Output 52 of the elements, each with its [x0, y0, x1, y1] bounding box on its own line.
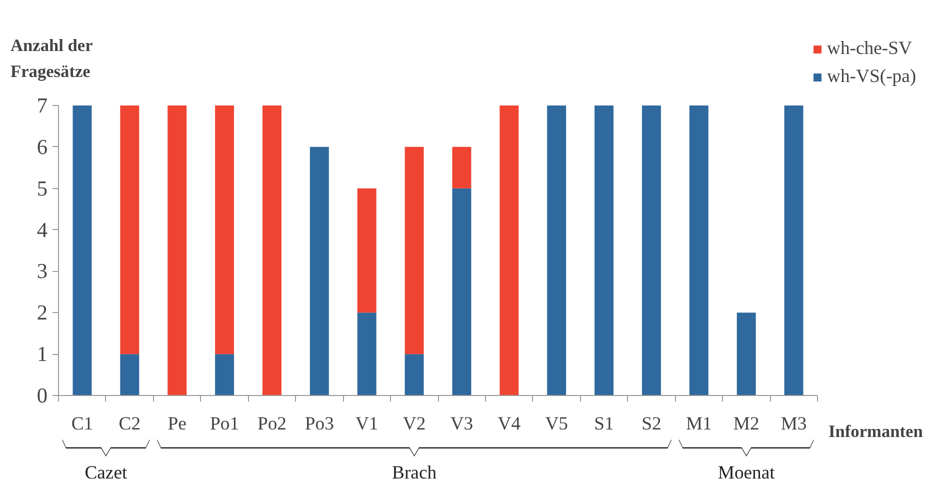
- y-tick-label: 6: [36, 134, 48, 159]
- bar: [357, 312, 376, 396]
- bar: [357, 188, 376, 313]
- bar: [120, 354, 140, 396]
- x-axis-title: Informanten: [828, 422, 924, 441]
- y-tick-label: 5: [36, 176, 48, 200]
- y-tick-label: 3: [36, 259, 48, 284]
- bar: [215, 354, 234, 396]
- x-tick-label: V1: [355, 414, 378, 434]
- bar: [452, 146, 472, 188]
- bar: [215, 106, 234, 354]
- x-tick-label: M2: [733, 414, 760, 434]
- text: Moenat: [718, 462, 776, 482]
- bar: [120, 106, 140, 354]
- bar: [500, 106, 519, 396]
- x-tick-label: M3: [780, 414, 807, 434]
- bar: [262, 106, 282, 396]
- x-tick-label: Pe: [168, 414, 186, 434]
- x-tick-label: V5: [545, 414, 568, 434]
- bar: [168, 106, 187, 396]
- x-tick-label: V3: [450, 414, 474, 434]
- legend-label: wh-che-SV: [827, 38, 912, 60]
- text: Cazet: [84, 462, 128, 482]
- bar: [547, 106, 566, 396]
- y-tick-label: 2: [36, 300, 48, 325]
- x-tick-label: S2: [642, 414, 662, 434]
- bar: [72, 106, 92, 396]
- x-tick-label: Po1: [210, 414, 240, 434]
- x-tick-label: V4: [498, 414, 522, 434]
- x-tick-label: Po3: [304, 414, 334, 434]
- bar: [310, 146, 329, 396]
- bar: [736, 312, 756, 396]
- text: Brach: [392, 462, 438, 482]
- y-tick-label: 0: [36, 384, 48, 408]
- x-tick-label: Po2: [257, 414, 286, 434]
- x-tick-label: M1: [686, 414, 712, 434]
- x-tick-label: C2: [118, 414, 141, 434]
- y-tick-label: 7: [36, 94, 48, 118]
- bar: [594, 106, 614, 396]
- bar: [404, 354, 424, 396]
- y-axis-title: Anzahl der Fragesätze: [10, 36, 94, 81]
- y-tick-label: 4: [36, 218, 48, 242]
- legend-label: wh-VS(-pa): [827, 66, 916, 88]
- x-tick-label: C1: [71, 414, 94, 434]
- bar: [452, 188, 472, 396]
- bar: [689, 106, 708, 396]
- bar: [642, 106, 661, 396]
- x-tick-label: V2: [402, 414, 426, 434]
- bar: [404, 146, 424, 354]
- bar: [784, 106, 804, 396]
- y-tick-label: 1: [36, 342, 48, 366]
- x-tick-label: S1: [594, 414, 614, 434]
